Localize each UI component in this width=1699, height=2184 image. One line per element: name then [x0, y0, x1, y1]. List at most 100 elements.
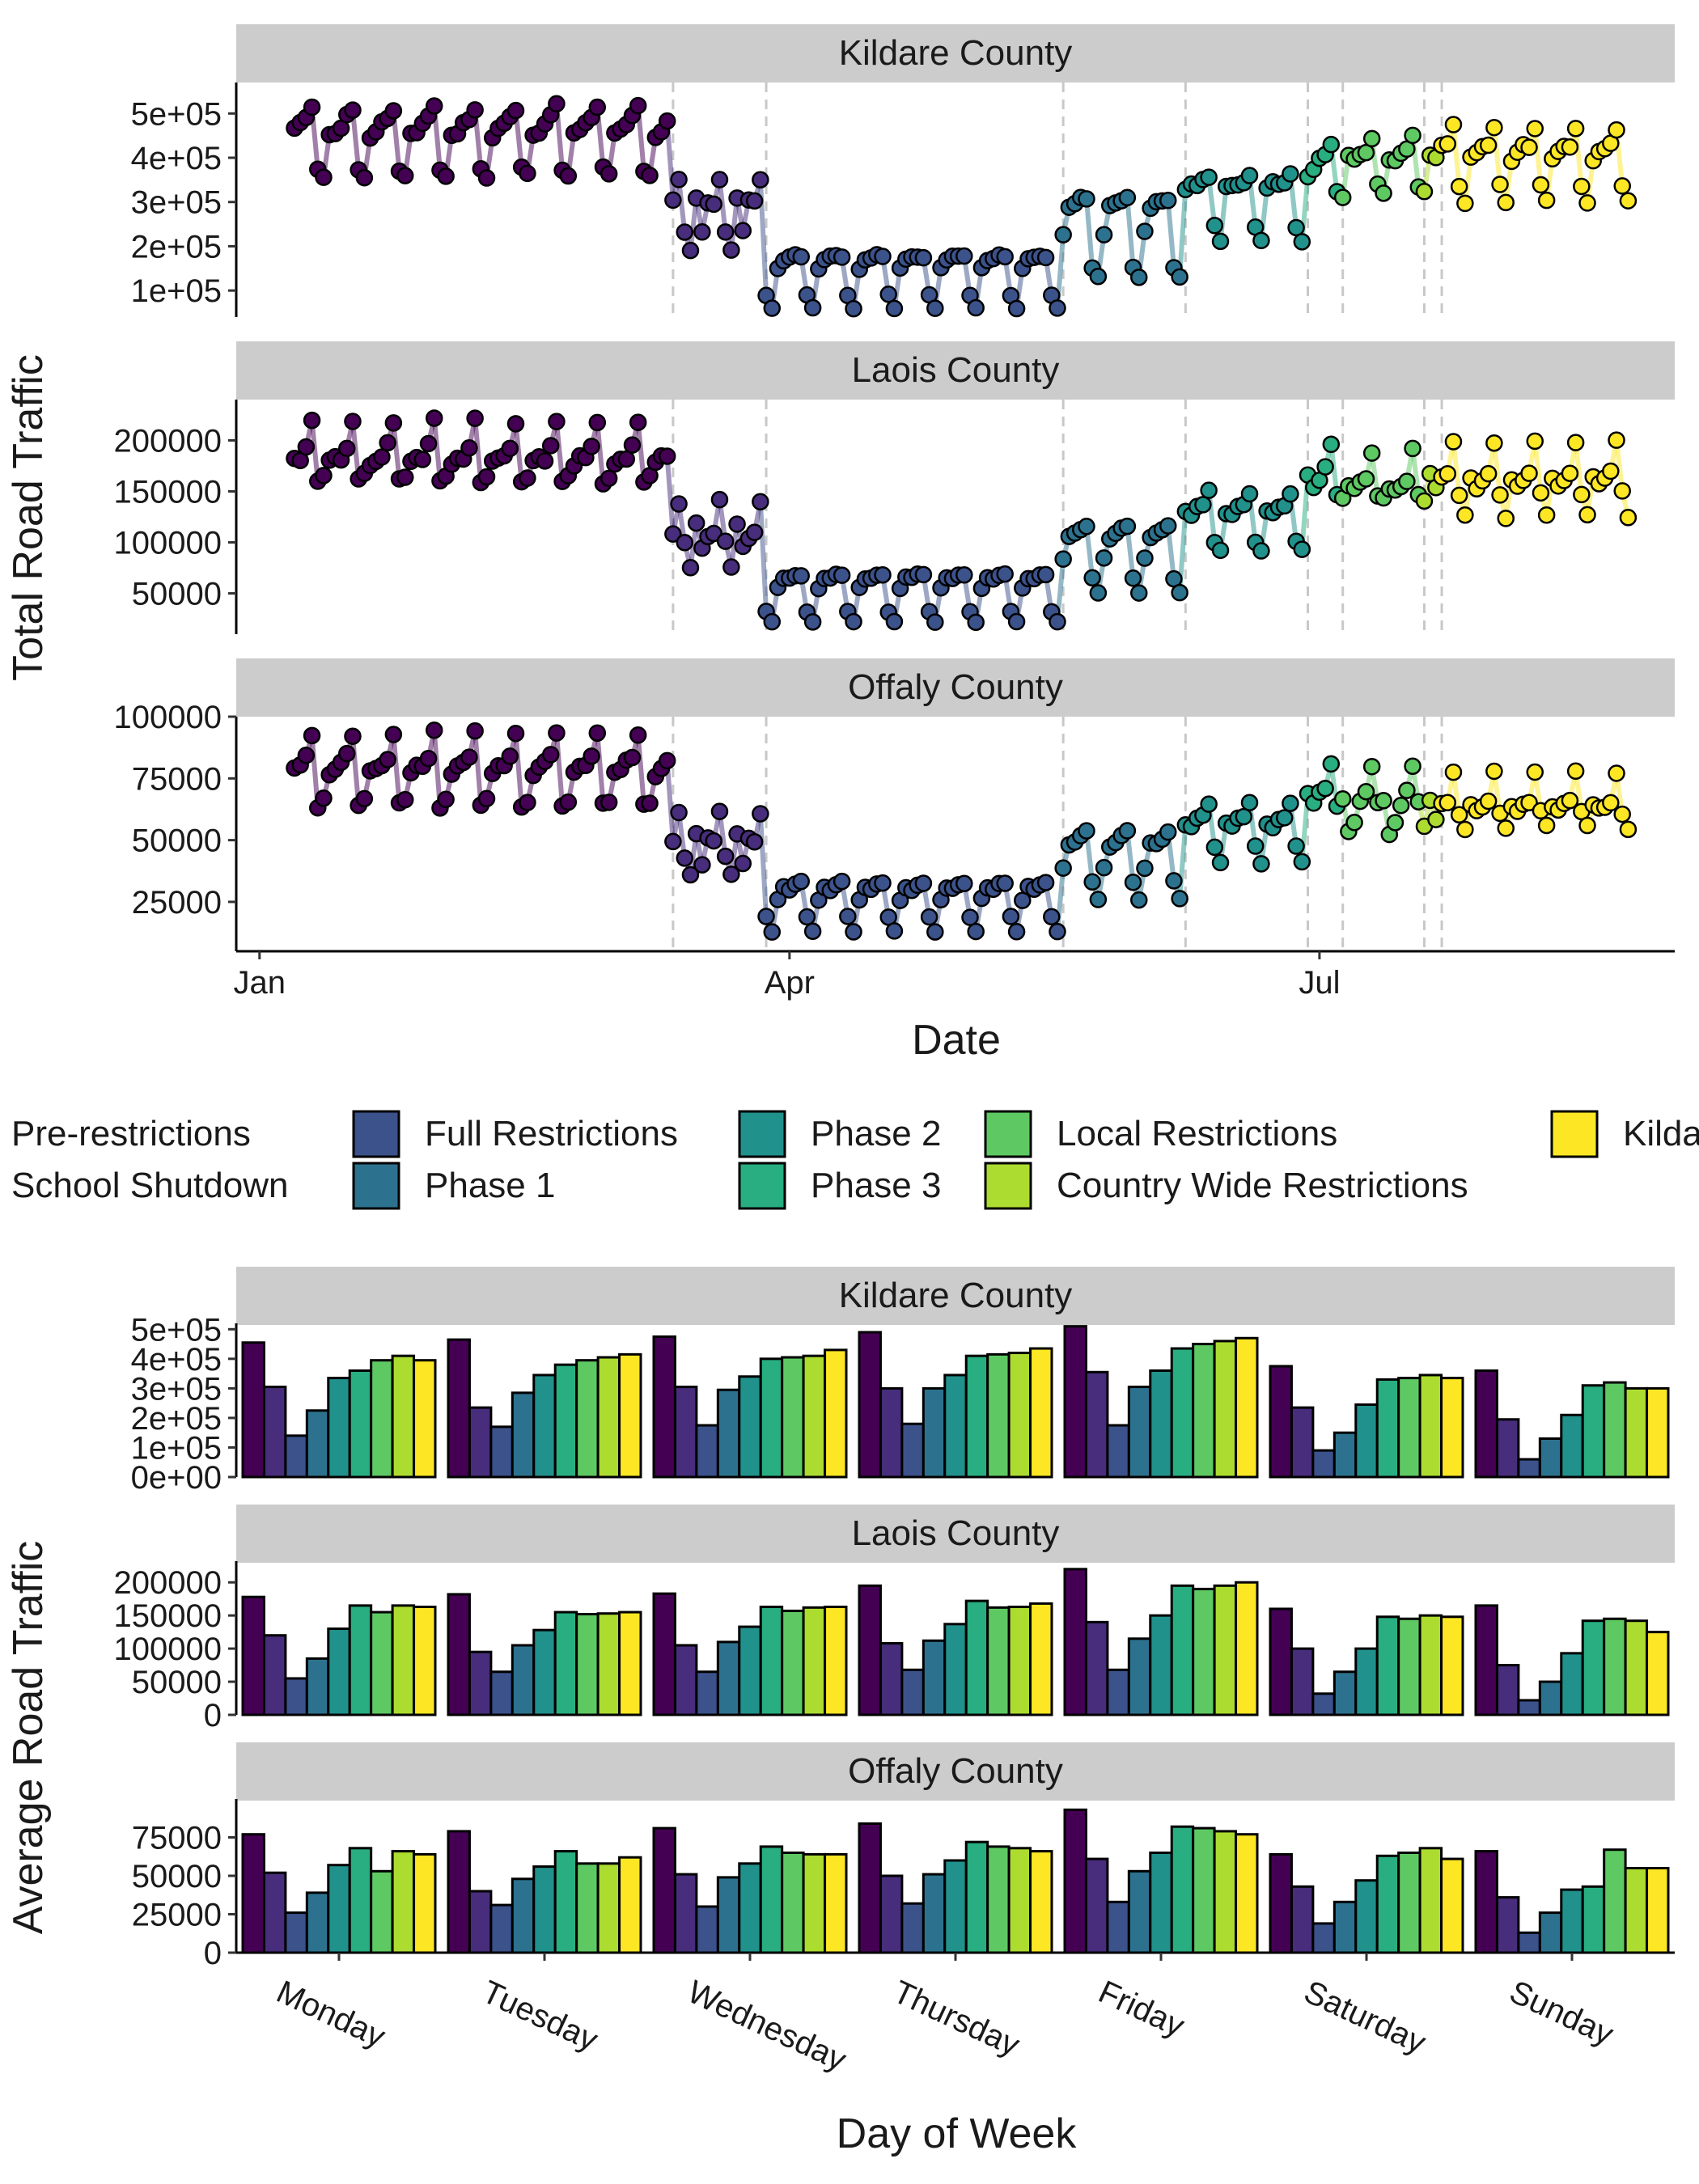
data-point — [1450, 177, 1468, 196]
data-point — [437, 167, 455, 185]
series-line-segment — [1165, 197, 1176, 270]
series-line-segment — [664, 453, 676, 537]
top-y-axis-title: Total Road Traffic — [5, 354, 52, 681]
y-tick-label: 100000 — [114, 526, 222, 561]
data-point — [798, 908, 816, 926]
data-point — [1619, 192, 1638, 210]
data-point — [1444, 116, 1463, 133]
bar-thursday-local-restrictions — [986, 1845, 1011, 1954]
bar-saturday-school-shutdown — [1290, 1647, 1315, 1716]
bar-saturday-phase-2 — [1354, 1403, 1379, 1479]
y-tick-label: 50000 — [132, 823, 222, 859]
facet-strip — [236, 658, 1675, 717]
data-point — [1404, 757, 1421, 775]
data-point — [477, 169, 496, 187]
data-point — [1240, 485, 1259, 503]
bar-sunday-country-wide-restrictions — [1624, 1619, 1649, 1716]
bar-saturday-kildare-restrictions — [1440, 1377, 1464, 1479]
data-point — [722, 558, 740, 576]
data-point — [1485, 434, 1503, 452]
bar-thursday-kildare-restrictions — [1029, 1850, 1053, 1954]
data-point — [1438, 464, 1457, 483]
bar-monday-school-shutdown — [262, 1386, 287, 1479]
bar-friday-school-shutdown — [1084, 1857, 1109, 1954]
series-line-segment — [472, 728, 484, 808]
bar-monday-phase-1 — [305, 1657, 330, 1716]
facet-strip — [236, 1267, 1675, 1325]
legend-swatch — [738, 1162, 786, 1210]
data-point — [1578, 506, 1596, 524]
data-point — [1194, 496, 1212, 514]
data-point — [344, 727, 362, 745]
bar-monday-phase-2 — [327, 1864, 351, 1954]
bar-saturday-pre-restrictions — [1269, 1852, 1293, 1954]
bar-saturday-pre-restrictions — [1269, 1365, 1293, 1479]
bar-tuesday-school-shutdown — [468, 1406, 493, 1479]
bar-saturday-pre-restrictions — [1269, 1607, 1293, 1716]
bar-sunday-phase-1 — [1538, 1680, 1563, 1716]
bar-tuesday-school-shutdown — [468, 1650, 493, 1716]
bar-tuesday-pre-restrictions — [447, 1830, 471, 1954]
data-point — [1129, 891, 1148, 909]
bar-tuesday-full-restrictions — [489, 1670, 514, 1716]
bar-saturday-full-restrictions — [1311, 1449, 1336, 1479]
data-point — [629, 726, 647, 744]
legend-swatch — [738, 1110, 786, 1158]
y-tick-label: 150000 — [114, 474, 222, 510]
data-point — [745, 523, 764, 541]
data-point — [1608, 121, 1625, 139]
data-point — [752, 493, 769, 510]
bar-thursday-school-shutdown — [879, 1642, 904, 1716]
bar-tuesday-phase-2 — [532, 1628, 557, 1716]
bar-sunday-pre-restrictions — [1474, 1850, 1498, 1954]
data-point — [338, 744, 356, 763]
bar-friday-country-wide-restrictions — [1213, 1340, 1238, 1479]
data-point — [1124, 569, 1142, 587]
data-point — [874, 248, 892, 265]
bar-monday-pre-restrictions — [241, 1595, 265, 1716]
data-point — [926, 613, 944, 631]
data-point — [506, 415, 525, 433]
data-point — [845, 612, 862, 631]
series-line-segment — [513, 421, 524, 485]
data-point — [1450, 806, 1468, 824]
bar-wednesday-phase-1 — [716, 1876, 741, 1954]
bar-friday-full-restrictions — [1106, 1424, 1130, 1479]
top-line-chart: Kildare County 1e+05 2e+05 3e+05 4e+05 5e+05 L… — [114, 24, 1675, 1001]
data-point — [705, 524, 723, 543]
bar-sunday-country-wide-restrictions — [1624, 1867, 1649, 1954]
bar-tuesday-phase-2 — [532, 1865, 557, 1954]
data-point — [1293, 233, 1311, 251]
bar-friday-phase-3 — [1170, 1347, 1195, 1479]
data-point — [728, 515, 746, 533]
data-point — [315, 168, 333, 186]
bar-sunday-phase-2 — [1560, 1413, 1584, 1479]
data-point — [1211, 541, 1230, 560]
data-point — [1124, 873, 1142, 891]
series-line-segment — [1491, 440, 1503, 497]
data-point — [1095, 858, 1113, 877]
data-point — [1532, 176, 1550, 194]
data-point — [1561, 138, 1579, 156]
series-line-segment — [717, 177, 728, 235]
data-point — [1078, 518, 1095, 535]
facet-offaly-county: Offaly County 25000 50000 75000 100000 Jan Apr… — [114, 658, 1675, 1001]
bar-friday-phase-3 — [1170, 1584, 1195, 1716]
data-point — [1619, 820, 1638, 839]
data-point — [1136, 222, 1154, 240]
data-point — [1282, 794, 1299, 812]
bar-thursday-phase-1 — [922, 1386, 947, 1479]
bar-wednesday-pre-restrictions — [652, 1335, 676, 1479]
data-point — [1362, 129, 1381, 148]
bar-thursday-phase-2 — [943, 1373, 968, 1479]
data-point — [1619, 509, 1638, 527]
bar-saturday-local-restrictions — [1397, 1617, 1421, 1716]
bar-friday-phase-2 — [1149, 1852, 1173, 1954]
data-point — [1089, 268, 1108, 286]
data-point — [1526, 763, 1544, 781]
data-point — [792, 872, 810, 891]
bar-sunday-kildare-restrictions — [1646, 1867, 1670, 1954]
data-point — [1159, 517, 1177, 535]
data-point — [1561, 464, 1579, 482]
facet-laois-county: Laois County 50000 100000 150000 200000 — [114, 341, 1675, 634]
